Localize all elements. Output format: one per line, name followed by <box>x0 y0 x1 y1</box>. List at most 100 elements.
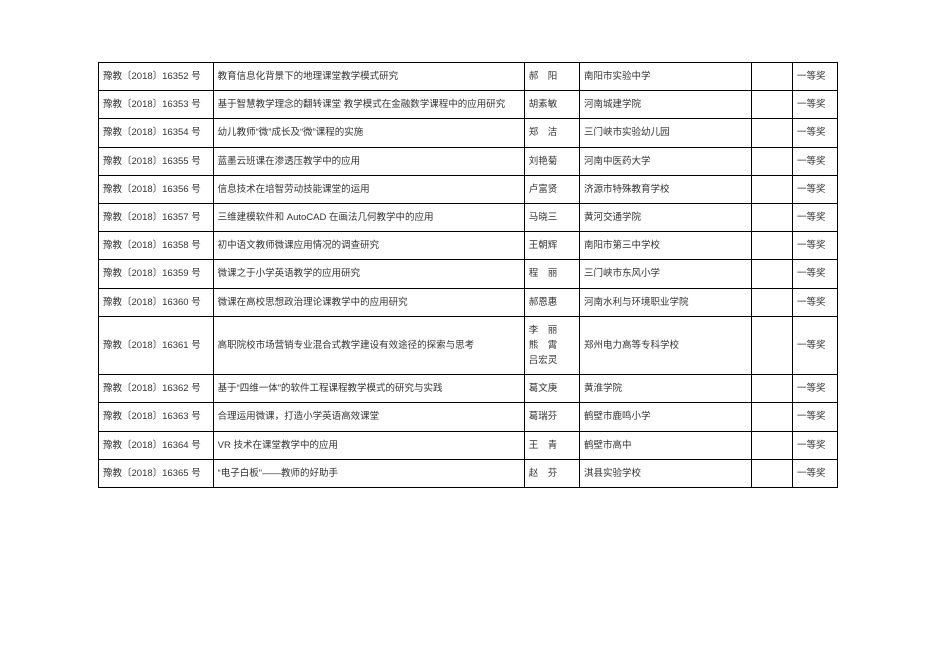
cell-blank <box>752 147 793 175</box>
table-row: 豫教〔2018〕16356 号信息技术在培智劳动技能课堂的运用卢富贤济源市特殊教… <box>99 175 838 203</box>
cell-title: 三维建模软件和 AutoCAD 在画法几何教学中的应用 <box>213 203 524 231</box>
cell-school: 河南水利与环境职业学院 <box>580 288 752 316</box>
cell-author: 郑 洁 <box>524 119 579 147</box>
author-name: 葛瑞芬 <box>529 409 575 424</box>
table-row: 豫教〔2018〕16353 号基于智慧教学理念的翻转课堂 教学模式在金融数学课程… <box>99 91 838 119</box>
cell-blank <box>752 91 793 119</box>
author-name: 王 青 <box>529 438 575 453</box>
cell-id: 豫教〔2018〕16361 号 <box>99 316 214 375</box>
cell-blank <box>752 175 793 203</box>
cell-blank <box>752 375 793 403</box>
cell-school: 郑州电力高等专科学校 <box>580 316 752 375</box>
cell-school: 河南中医药大学 <box>580 147 752 175</box>
cell-title: 幼儿教师“微”成长及“微”课程的实施 <box>213 119 524 147</box>
cell-blank <box>752 288 793 316</box>
author-name: 郑 洁 <box>529 125 575 140</box>
cell-school: 鹤壁市鹿鸣小学 <box>580 403 752 431</box>
cell-award: 一等奖 <box>792 431 837 459</box>
cell-author: 胡素敏 <box>524 91 579 119</box>
cell-school: 三门峡市东风小学 <box>580 260 752 288</box>
cell-award: 一等奖 <box>792 375 837 403</box>
author-name: 胡素敏 <box>529 97 575 112</box>
cell-author: 王 青 <box>524 431 579 459</box>
table-body: 豫教〔2018〕16352 号教育信息化背景下的地理课堂教学模式研究郝 阳南阳市… <box>99 63 838 488</box>
cell-author: 卢富贤 <box>524 175 579 203</box>
cell-author: 马晓三 <box>524 203 579 231</box>
cell-id: 豫教〔2018〕16353 号 <box>99 91 214 119</box>
cell-id: 豫教〔2018〕16360 号 <box>99 288 214 316</box>
cell-school: 淇县实验学校 <box>580 459 752 487</box>
cell-award: 一等奖 <box>792 91 837 119</box>
cell-blank <box>752 316 793 375</box>
table-row: 豫教〔2018〕16357 号三维建模软件和 AutoCAD 在画法几何教学中的… <box>99 203 838 231</box>
table-row: 豫教〔2018〕16364 号VR 技术在课堂教学中的应用王 青鹤壁市高中 一等奖 <box>99 431 838 459</box>
table-row: 豫教〔2018〕16352 号教育信息化背景下的地理课堂教学模式研究郝 阳南阳市… <box>99 63 838 91</box>
author-name: 程 丽 <box>529 266 575 281</box>
cell-author: 李 丽熊 霄吕宏灵 <box>524 316 579 375</box>
cell-award: 一等奖 <box>792 63 837 91</box>
author-name: 刘艳菊 <box>529 154 575 169</box>
author-name: 吕宏灵 <box>529 353 575 368</box>
cell-award: 一等奖 <box>792 203 837 231</box>
cell-title: 合理运用微课，打造小学英语高效课堂 <box>213 403 524 431</box>
table-row: 豫教〔2018〕16365 号“电子白板”——教师的好助手赵 芬淇县实验学校 一等… <box>99 459 838 487</box>
table-row: 豫教〔2018〕16360 号微课在高校思想政治理论课教学中的应用研究郝恩惠河南… <box>99 288 838 316</box>
cell-school: 南阳市第三中学校 <box>580 232 752 260</box>
cell-title: 蓝墨云班课在渗透压教学中的应用 <box>213 147 524 175</box>
author-name: 王朝辉 <box>529 238 575 253</box>
cell-title: 基于“四维一体”的软件工程课程教学模式的研究与实践 <box>213 375 524 403</box>
cell-award: 一等奖 <box>792 260 837 288</box>
cell-title: 教育信息化背景下的地理课堂教学模式研究 <box>213 63 524 91</box>
cell-award: 一等奖 <box>792 288 837 316</box>
cell-school: 济源市特殊教育学校 <box>580 175 752 203</box>
cell-id: 豫教〔2018〕16358 号 <box>99 232 214 260</box>
cell-author: 程 丽 <box>524 260 579 288</box>
cell-title: 微课在高校思想政治理论课教学中的应用研究 <box>213 288 524 316</box>
awards-table: 豫教〔2018〕16352 号教育信息化背景下的地理课堂教学模式研究郝 阳南阳市… <box>98 62 838 488</box>
cell-award: 一等奖 <box>792 119 837 147</box>
cell-blank <box>752 63 793 91</box>
table-row: 豫教〔2018〕16362 号基于“四维一体”的软件工程课程教学模式的研究与实践… <box>99 375 838 403</box>
cell-award: 一等奖 <box>792 403 837 431</box>
cell-school: 黄淮学院 <box>580 375 752 403</box>
cell-author: 赵 芬 <box>524 459 579 487</box>
author-name: 卢富贤 <box>529 182 575 197</box>
cell-id: 豫教〔2018〕16362 号 <box>99 375 214 403</box>
cell-title: “电子白板”——教师的好助手 <box>213 459 524 487</box>
cell-award: 一等奖 <box>792 147 837 175</box>
author-name: 郝 阳 <box>529 69 575 84</box>
cell-blank <box>752 119 793 147</box>
cell-id: 豫教〔2018〕16364 号 <box>99 431 214 459</box>
cell-blank <box>752 403 793 431</box>
cell-title: VR 技术在课堂教学中的应用 <box>213 431 524 459</box>
cell-author: 郝 阳 <box>524 63 579 91</box>
cell-award: 一等奖 <box>792 232 837 260</box>
cell-title: 初中语文教师微课应用情况的调查研究 <box>213 232 524 260</box>
table-row: 豫教〔2018〕16359 号微课之于小学英语教学的应用研究程 丽三门峡市东风小… <box>99 260 838 288</box>
author-name: 郝恩惠 <box>529 295 575 310</box>
cell-blank <box>752 260 793 288</box>
cell-id: 豫教〔2018〕16357 号 <box>99 203 214 231</box>
author-name: 马晓三 <box>529 210 575 225</box>
cell-award: 一等奖 <box>792 316 837 375</box>
cell-title: 信息技术在培智劳动技能课堂的运用 <box>213 175 524 203</box>
cell-id: 豫教〔2018〕16365 号 <box>99 459 214 487</box>
author-name: 赵 芬 <box>529 466 575 481</box>
table-row: 豫教〔2018〕16358 号初中语文教师微课应用情况的调查研究王朝辉南阳市第三… <box>99 232 838 260</box>
cell-author: 郝恩惠 <box>524 288 579 316</box>
table-row: 豫教〔2018〕16363 号合理运用微课，打造小学英语高效课堂葛瑞芬鹤壁市鹿鸣… <box>99 403 838 431</box>
cell-award: 一等奖 <box>792 175 837 203</box>
table-row: 豫教〔2018〕16361 号高职院校市场营销专业混合式教学建设有效途径的探索与… <box>99 316 838 375</box>
author-name: 熊 霄 <box>529 338 575 353</box>
cell-school: 三门峡市实验幼儿园 <box>580 119 752 147</box>
cell-title: 高职院校市场营销专业混合式教学建设有效途径的探索与思考 <box>213 316 524 375</box>
cell-school: 鹤壁市高中 <box>580 431 752 459</box>
cell-school: 河南城建学院 <box>580 91 752 119</box>
cell-id: 豫教〔2018〕16356 号 <box>99 175 214 203</box>
cell-title: 基于智慧教学理念的翻转课堂 教学模式在金融数学课程中的应用研究 <box>213 91 524 119</box>
cell-award: 一等奖 <box>792 459 837 487</box>
cell-blank <box>752 459 793 487</box>
cell-id: 豫教〔2018〕16354 号 <box>99 119 214 147</box>
cell-id: 豫教〔2018〕16355 号 <box>99 147 214 175</box>
cell-author: 葛瑞芬 <box>524 403 579 431</box>
